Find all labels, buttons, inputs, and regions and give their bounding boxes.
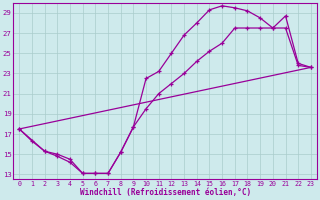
X-axis label: Windchill (Refroidissement éolien,°C): Windchill (Refroidissement éolien,°C)	[79, 188, 251, 197]
